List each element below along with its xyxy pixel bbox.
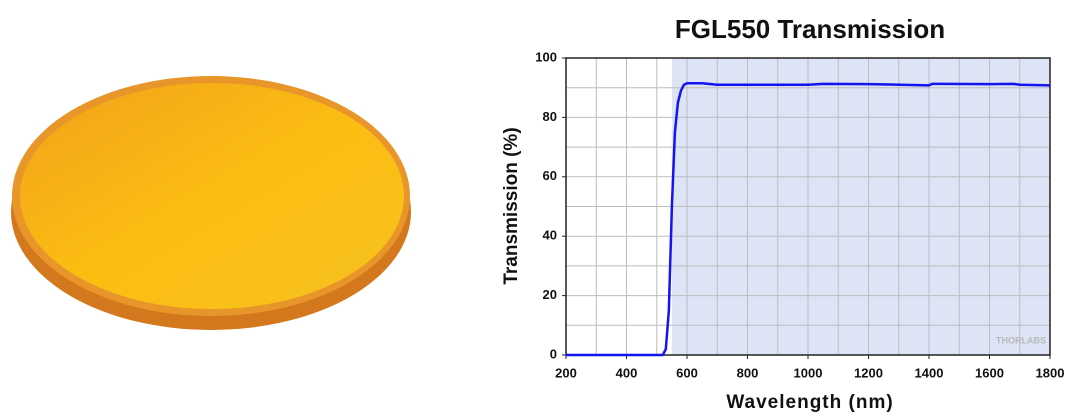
y-tick-label: 60 [543,168,557,183]
x-tick-label: 1000 [794,365,823,380]
y-tick-label: 20 [543,287,557,302]
data-line [566,81,1051,357]
x-tick-label: 1600 [975,365,1004,380]
x-tick-label: 600 [676,365,698,380]
x-tick-label: 1800 [1036,365,1065,380]
disc-face [20,83,404,309]
y-tick-label: 100 [535,49,557,64]
chart: FGL550 Transmission Wavelength (nm) Tran… [501,14,1064,413]
x-tick-label: 800 [737,365,759,380]
x-tick-label: 1200 [854,365,883,380]
x-tick-label: 400 [616,365,638,380]
filter-illustration [11,76,411,330]
chart-title: FGL550 Transmission [675,14,945,44]
watermark: THORLABS [996,335,1046,345]
y-axis-label: Transmission (%) [501,127,522,284]
x-axis-label: Wavelength (nm) [726,392,893,413]
x-tick-label: 1400 [915,365,944,380]
y-tick-label: 80 [543,109,557,124]
y-tick-label: 0 [550,346,557,361]
x-tick-label: 200 [555,365,577,380]
y-tick-label: 40 [543,228,557,243]
